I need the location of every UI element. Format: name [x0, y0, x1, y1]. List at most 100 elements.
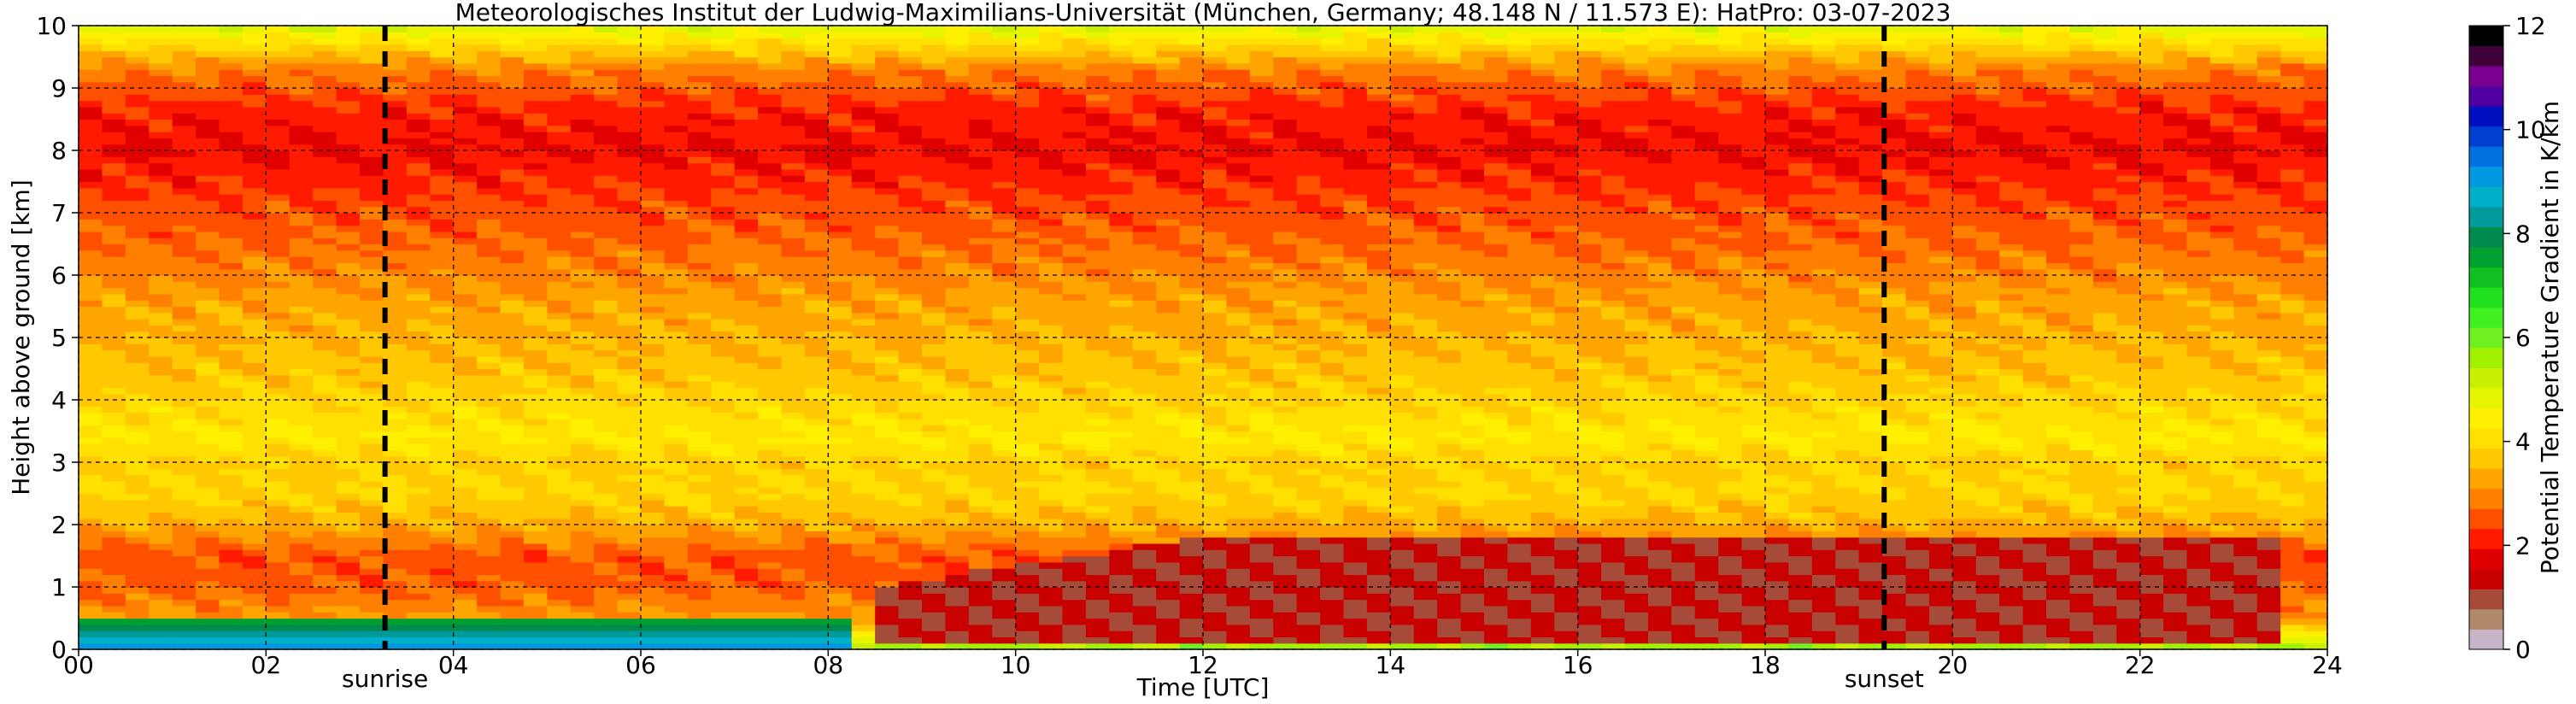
heatmap-cell [1882, 468, 1907, 476]
heatmap-cell [1085, 406, 1110, 414]
heatmap-cell [1413, 561, 1438, 569]
heatmap-cell [781, 437, 806, 444]
heatmap-cell [851, 325, 876, 332]
heatmap-cell [687, 587, 712, 594]
heatmap-cell [1296, 331, 1321, 338]
heatmap-cell [1273, 393, 1298, 401]
heatmap-cell [1952, 455, 1977, 463]
heatmap-cell [336, 518, 361, 525]
heatmap-cell [2069, 362, 2094, 370]
heatmap-cell [1835, 443, 1860, 450]
heatmap-cell [2069, 474, 2094, 482]
heatmap-cell [383, 512, 408, 519]
heatmap-cell [313, 555, 337, 563]
heatmap-cell [758, 406, 783, 414]
heatmap-cell [102, 443, 126, 450]
heatmap-cell [360, 499, 384, 507]
heatmap-cell [781, 525, 806, 531]
heatmap-cell [992, 387, 1017, 395]
heatmap-cell [2092, 418, 2117, 425]
heatmap-cell [968, 543, 993, 550]
heatmap-cell [1437, 462, 1462, 469]
heatmap-cell [2139, 480, 2164, 488]
heatmap-cell [102, 474, 126, 482]
heatmap-cell [1975, 393, 2000, 401]
heatmap-cell [1109, 568, 1134, 575]
heatmap-cell [1811, 449, 1836, 457]
heatmap-cell [1718, 406, 1743, 414]
heatmap-cell [1156, 449, 1181, 457]
heatmap-cell [594, 555, 619, 563]
heatmap-cell [992, 412, 1017, 419]
heatmap-cell [289, 624, 314, 631]
heatmap-cell [477, 331, 502, 338]
heatmap-cell [945, 574, 970, 582]
heatmap-cell [922, 580, 947, 588]
heatmap-cell [1413, 631, 1438, 637]
heatmap-cell [2280, 543, 2305, 550]
heatmap-cell [1109, 605, 1134, 613]
heatmap-cell [1343, 531, 1368, 538]
heatmap-cell [1156, 587, 1181, 594]
heatmap-cell [711, 574, 736, 582]
heatmap-cell [1015, 493, 1040, 501]
heatmap-cell [570, 387, 595, 395]
heatmap-cell [2233, 499, 2258, 507]
heatmap-cell [851, 499, 876, 507]
heatmap-cell [2233, 418, 2258, 425]
heatmap-cell [2256, 624, 2281, 631]
heatmap-cell [781, 493, 806, 501]
heatmap-cell [172, 574, 197, 582]
heatmap-cell [2209, 512, 2234, 519]
heatmap-cell [828, 449, 853, 457]
heatmap-cell [149, 631, 173, 637]
heatmap-cell [804, 431, 829, 438]
heatmap-cell [79, 631, 103, 637]
heatmap-cell [1975, 381, 2000, 388]
heatmap-cell [1179, 642, 1204, 650]
heatmap-cell [1647, 525, 1672, 531]
heatmap-cell [1624, 331, 1649, 338]
heatmap-cell [1132, 400, 1157, 407]
heatmap-cell [1366, 406, 1391, 414]
heatmap-cell [594, 393, 619, 401]
heatmap-cell [2139, 374, 2164, 382]
heatmap-cell [1109, 387, 1134, 395]
heatmap-cell [2139, 468, 2164, 476]
heatmap-cell [219, 362, 244, 370]
heatmap-cell [1507, 349, 1532, 357]
heatmap-cell [617, 455, 642, 463]
heatmap-cell [547, 418, 572, 425]
heatmap-cell [711, 387, 736, 395]
heatmap-cell [687, 468, 712, 476]
heatmap-cell [1320, 605, 1345, 613]
heatmap-cell [102, 574, 126, 582]
heatmap-cell [500, 418, 525, 425]
heatmap-cell [1905, 381, 1930, 388]
heatmap-cell [406, 393, 431, 401]
heatmap-cell [453, 480, 478, 488]
heatmap-cell [1811, 574, 1836, 582]
heatmap-cell [2303, 425, 2328, 432]
heatmap-cell [266, 518, 290, 525]
heatmap-cell [734, 549, 759, 557]
heatmap-cell [1015, 412, 1040, 419]
heatmap-cell [1975, 412, 2000, 419]
heatmap-cell [289, 362, 314, 370]
heatmap-cell [617, 355, 642, 363]
heatmap-cell [968, 431, 993, 438]
heatmap-cell [2092, 525, 2117, 531]
heatmap-cell [1085, 393, 1110, 401]
heatmap-cell [898, 337, 923, 344]
heatmap-cell [1296, 525, 1321, 531]
heatmap-cell [781, 587, 806, 594]
heatmap-cell [2046, 455, 2071, 463]
heatmap-cell [1928, 612, 1953, 619]
heatmap-cell [1132, 642, 1157, 650]
heatmap-cell [125, 368, 150, 376]
heatmap-cell [2046, 431, 2071, 438]
heatmap-cell [1601, 455, 1626, 463]
heatmap-cell [1905, 512, 1930, 519]
heatmap-cell [711, 493, 736, 501]
heatmap-cell [2303, 549, 2328, 557]
